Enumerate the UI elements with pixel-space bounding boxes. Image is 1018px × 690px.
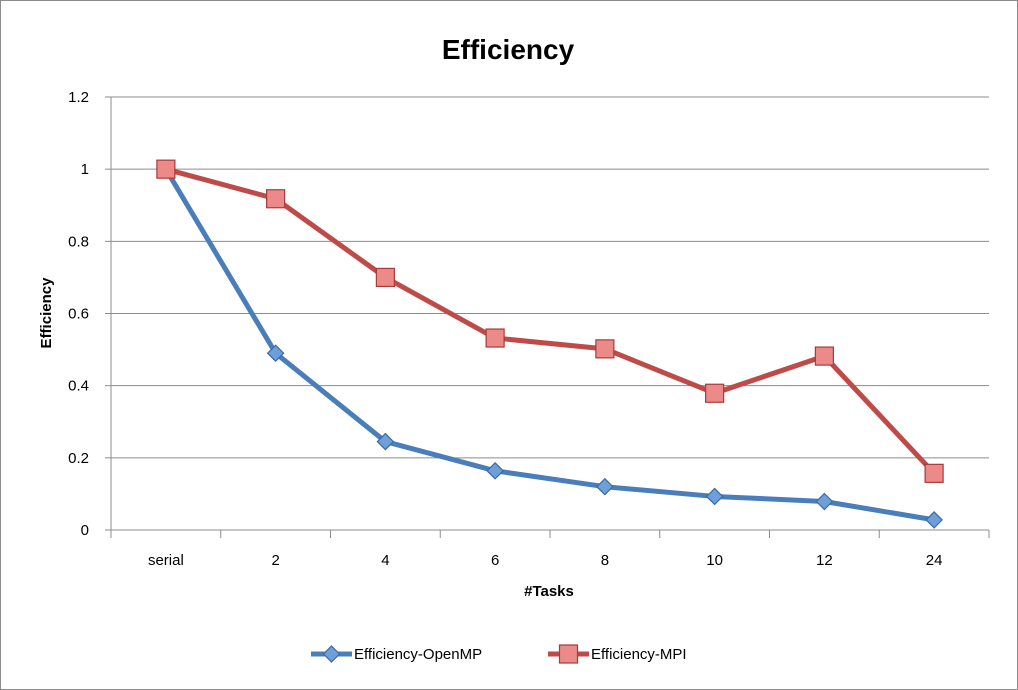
y-tick-labels: 0 0.2 0.4 0.6 0.8 1 1.2 (68, 89, 89, 539)
y-tick-label: 0.6 (68, 306, 89, 323)
x-axis-title: #Tasks (524, 583, 574, 600)
series-line-1 (163, 166, 937, 476)
x-tick-labels: serial 2 4 6 8 10 12 24 (148, 552, 943, 569)
chart-title: Efficiency (442, 34, 575, 65)
series-layer (156, 159, 944, 529)
x-tick-label: 8 (601, 552, 609, 569)
y-tick-label: 0 (81, 522, 89, 539)
legend-swatch-marker (558, 644, 579, 664)
legend-label: Efficiency-MPI (591, 646, 687, 663)
y-tick-label: 1 (81, 161, 89, 178)
y-tick-label: 0.2 (68, 450, 89, 467)
data-point-square (814, 346, 834, 366)
data-point-diamond (705, 487, 724, 506)
x-tick-label: 2 (271, 552, 279, 569)
data-point-square (485, 328, 505, 348)
axes (110, 97, 990, 538)
x-tick-label: 10 (706, 552, 723, 569)
y-tick-label: 0.4 (68, 378, 89, 395)
x-tick-label: serial (148, 552, 184, 569)
data-point-diamond (376, 432, 395, 451)
y-tick-label: 0.8 (68, 233, 89, 250)
y-axis-title: Efficiency (38, 277, 55, 349)
series-efficiency-mpi (156, 159, 944, 483)
gridlines (105, 96, 989, 531)
data-point-square (156, 159, 176, 179)
legend-label: Efficiency-OpenMP (354, 646, 482, 663)
data-point-square (924, 463, 944, 483)
legend-swatch-marker (322, 645, 341, 663)
data-point-diamond (266, 344, 285, 363)
data-point-diamond (815, 492, 834, 511)
x-tick-label: 24 (926, 552, 943, 569)
data-point-diamond (925, 511, 943, 529)
series-line-0 (163, 166, 937, 523)
x-tick-label: 12 (816, 552, 833, 569)
data-point-diamond (486, 461, 504, 480)
x-tick-label: 6 (491, 552, 499, 569)
data-point-square (595, 339, 615, 359)
data-point-square (266, 189, 286, 209)
legend: Efficiency-OpenMP Efficiency-MPI (311, 644, 687, 664)
data-point-diamond (596, 477, 614, 496)
y-tick-label: 1.2 (68, 89, 89, 106)
legend-item-1: Efficiency-MPI (548, 644, 687, 664)
x-tick-label: 4 (381, 552, 389, 569)
data-point-square (705, 383, 725, 403)
legend-item-0: Efficiency-OpenMP (311, 645, 482, 663)
data-point-square (375, 267, 395, 288)
